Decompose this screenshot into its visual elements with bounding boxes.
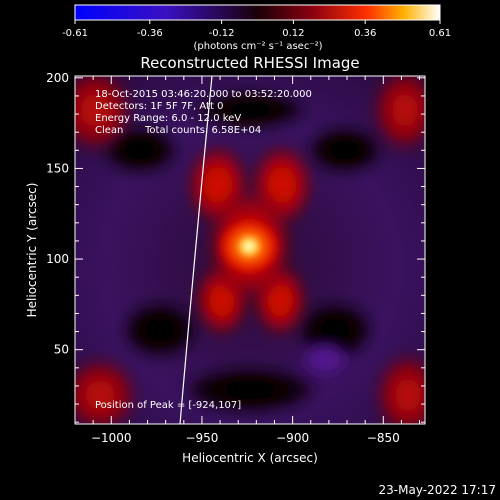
colorbar-tick-label: 0.61 bbox=[429, 28, 451, 39]
total-counts-text: Total counts: 6.58E+04 bbox=[144, 125, 261, 136]
solar-limb bbox=[179, 76, 213, 424]
colorbar-tick-label: 0.36 bbox=[354, 28, 376, 39]
red-corner bbox=[75, 355, 140, 424]
dark-region bbox=[190, 90, 310, 130]
red-corner bbox=[75, 76, 135, 155]
y-tick-label: 200 bbox=[46, 71, 69, 85]
purple-lobe bbox=[300, 342, 350, 378]
dark-region bbox=[180, 365, 320, 415]
detectors-text: Detectors: 1F 5F 7F, Att 0 bbox=[95, 101, 223, 112]
colorbar-units: (photons cm⁻² s⁻¹ asec⁻²) bbox=[193, 41, 322, 52]
x-axis: −1000 −950 −900 −850 bbox=[74, 76, 421, 445]
chart-title: Reconstructed RHESSI Image bbox=[140, 54, 359, 72]
colorbar-tick-label: -0.36 bbox=[137, 28, 163, 39]
x-axis-label: Heliocentric X (arcsec) bbox=[182, 451, 318, 465]
colorbar-ticks: -0.61 -0.36 -0.12 0.12 0.36 0.61 bbox=[62, 20, 451, 39]
heatmap-image bbox=[75, 76, 425, 424]
peak-source bbox=[215, 214, 284, 279]
x-tick-label: −1000 bbox=[91, 431, 132, 445]
y-tick-label: 100 bbox=[46, 252, 69, 266]
y-axis: 50 100 150 200 bbox=[46, 71, 425, 423]
colorbar-tick-label: -0.12 bbox=[209, 28, 235, 39]
colorbar-tick-label: -0.61 bbox=[62, 28, 88, 39]
colorbar-tick-label: 0.12 bbox=[282, 28, 304, 39]
energy-range-text: Energy Range: 6.0 - 12.0 keV bbox=[95, 113, 241, 124]
y-tick-label: 150 bbox=[46, 161, 69, 175]
dark-region bbox=[305, 125, 385, 175]
colorbar-gradient bbox=[74, 4, 441, 21]
dark-region bbox=[120, 300, 200, 360]
x-tick-label: −950 bbox=[185, 431, 218, 445]
red-corner bbox=[373, 350, 425, 424]
plot-frame bbox=[74, 75, 426, 425]
x-tick-label: −900 bbox=[276, 431, 309, 445]
y-tick-label: 50 bbox=[54, 343, 69, 357]
time-range-text: 18-Oct-2015 03:46:20.000 to 03:52:20.000 bbox=[95, 89, 312, 100]
colorbar: -0.61 -0.36 -0.12 0.12 0.36 0.61 (photons cm⁻… bbox=[62, 4, 451, 52]
peak-position-text: Position of Peak = [-924,107] bbox=[95, 400, 241, 411]
annotation-block: 18-Oct-2015 03:46:20.000 to 03:52:20.000… bbox=[95, 89, 312, 411]
x-tick-label: −850 bbox=[367, 431, 400, 445]
y-axis-label: Heliocentric Y (arcsec) bbox=[25, 183, 39, 318]
red-corner bbox=[370, 76, 425, 155]
algorithm-text: Clean bbox=[95, 125, 123, 136]
plot-date: 23-May-2022 17:17 bbox=[379, 483, 496, 497]
